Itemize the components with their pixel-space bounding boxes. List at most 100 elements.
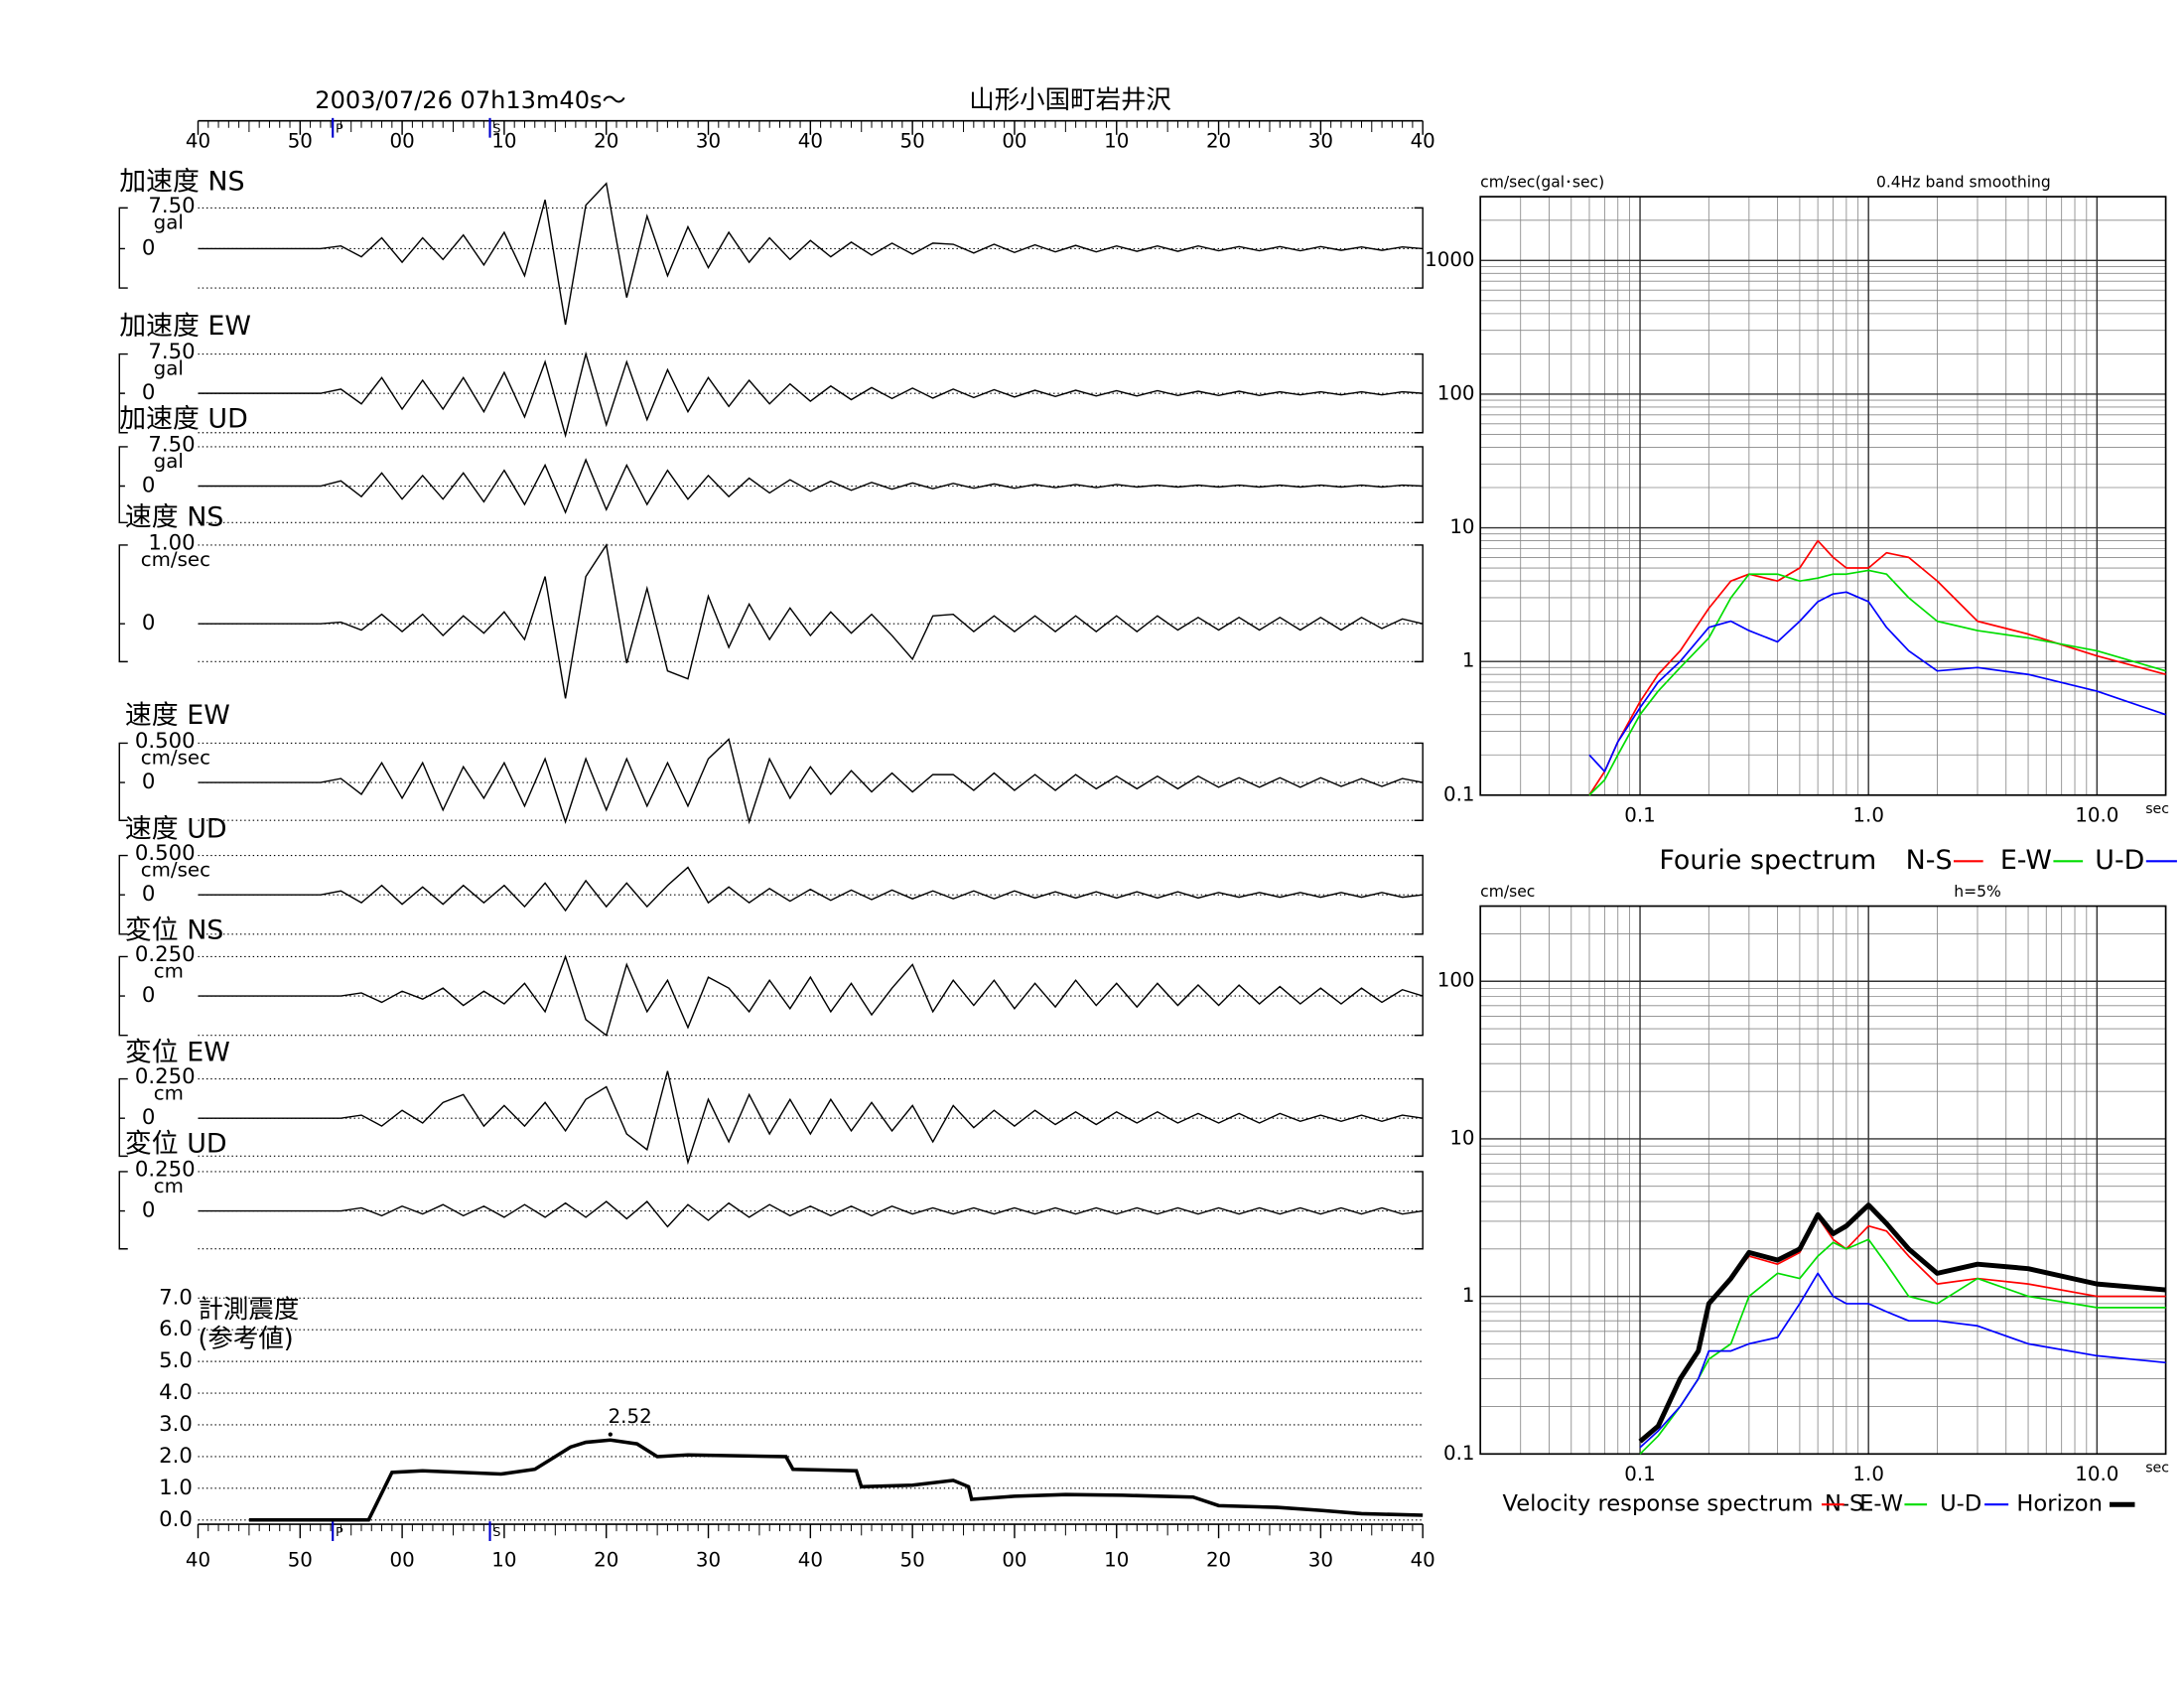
trace-label: 加速度 UD bbox=[119, 404, 248, 435]
y-tick-label: 1.0 bbox=[159, 1476, 193, 1500]
time-tick-label: 50 bbox=[288, 129, 313, 152]
trace-label: 加速度 EW bbox=[119, 311, 251, 342]
time-tick-label: 40 bbox=[798, 129, 823, 152]
spectrum-line bbox=[1588, 539, 2166, 796]
x-unit: sec bbox=[2145, 801, 2169, 817]
waveform bbox=[198, 738, 1424, 825]
y-tick-label: 0.250 bbox=[135, 1064, 196, 1089]
time-tick-label: 10 bbox=[491, 129, 516, 152]
y-tick-label: 0.500 bbox=[135, 729, 196, 754]
y-unit: cm/sec(gal･sec) bbox=[1480, 173, 1604, 191]
trace-label: 速度 UD bbox=[125, 814, 227, 845]
legend-label: E-W bbox=[1859, 1491, 1903, 1517]
unit-label: cm/sec bbox=[141, 548, 210, 571]
trace-label: 加速度 NS bbox=[119, 166, 244, 197]
time-tick-label: 00 bbox=[390, 129, 415, 152]
time-tick-label: 10 bbox=[491, 1548, 516, 1571]
waveform bbox=[198, 182, 1424, 326]
waveform bbox=[198, 458, 1424, 514]
time-tick-label: 00 bbox=[1002, 1548, 1026, 1571]
y-tick-label: 5.0 bbox=[159, 1348, 193, 1373]
unit-label: cm bbox=[154, 1082, 184, 1105]
spectrum-line bbox=[1588, 591, 2166, 773]
plot-frame bbox=[1479, 196, 2167, 796]
time-tick-label: 20 bbox=[594, 129, 618, 152]
y-tick-label: 0.250 bbox=[135, 1158, 196, 1183]
unit-label: gal bbox=[154, 450, 184, 473]
y-unit: cm/sec bbox=[1480, 883, 1535, 901]
time-tick-label: 40 bbox=[186, 129, 210, 152]
legend-title: Velocity response spectrum bbox=[1503, 1491, 1814, 1517]
legend-label: E-W bbox=[2000, 845, 2052, 876]
time-tick-label: 40 bbox=[186, 1548, 210, 1571]
x-tick-label: 1.0 bbox=[1852, 803, 1883, 826]
y-tick-label: 0 bbox=[142, 983, 156, 1008]
waveform bbox=[198, 1200, 1424, 1228]
y-tick-label: 0 bbox=[142, 235, 156, 260]
phase-label: S bbox=[492, 1525, 500, 1540]
y-tick-label: 7.50 bbox=[148, 340, 195, 364]
plot-frame bbox=[1479, 905, 2167, 1456]
x-tick-label: 0.1 bbox=[1624, 1463, 1655, 1485]
trace-frame bbox=[118, 1171, 1424, 1250]
time-tick-label: 50 bbox=[900, 129, 925, 152]
intensity-subtitle: (参考値) bbox=[198, 1325, 293, 1354]
spectrum-line bbox=[1639, 1272, 2166, 1449]
spectrum-line bbox=[1638, 1202, 2166, 1444]
unit-label: cm/sec bbox=[141, 746, 210, 769]
waveform bbox=[198, 1070, 1424, 1166]
station: 山形小国町岩井沢 bbox=[969, 85, 1171, 115]
y-tick-label: 7.50 bbox=[148, 432, 195, 457]
time-tick-label: 20 bbox=[1206, 1548, 1231, 1571]
waveform bbox=[198, 543, 1424, 699]
time-tick-label: 30 bbox=[696, 129, 721, 152]
trace-label: 変位 UD bbox=[125, 1129, 227, 1160]
legend-label: N-S bbox=[1906, 845, 1953, 876]
legend-title: Fourie spectrum bbox=[1659, 845, 1876, 876]
y-tick-label: 0.1 bbox=[1443, 1442, 1474, 1465]
unit-label: cm/sec bbox=[141, 859, 210, 882]
trace-frame bbox=[118, 544, 1424, 663]
y-tick-label: 3.0 bbox=[159, 1412, 193, 1437]
phase-label: P bbox=[336, 1525, 343, 1540]
y-tick-label: 1 bbox=[1462, 1284, 1475, 1307]
trace-label: 速度 NS bbox=[125, 502, 223, 533]
time-tick-label: 50 bbox=[288, 1548, 313, 1571]
y-tick-label: 100 bbox=[1437, 381, 1475, 404]
time-tick-label: 40 bbox=[798, 1548, 823, 1571]
y-tick-label: 0 bbox=[142, 882, 156, 907]
y-tick-label: 0.1 bbox=[1443, 782, 1474, 805]
time-tick-label: 50 bbox=[900, 1548, 925, 1571]
time-tick-label: 00 bbox=[1002, 129, 1026, 152]
trace-frame bbox=[118, 742, 1424, 821]
y-tick-label: 2.0 bbox=[159, 1444, 193, 1469]
time-tick-label: 20 bbox=[594, 1548, 618, 1571]
waveform bbox=[198, 954, 1424, 1037]
note: 0.4Hz band smoothing bbox=[1876, 173, 2051, 191]
intensity-line bbox=[248, 1438, 1424, 1522]
unit-label: gal bbox=[154, 357, 184, 380]
intensity-title: 計測震度 bbox=[198, 1295, 299, 1325]
y-tick-label: 10 bbox=[1449, 1126, 1474, 1149]
trace-frame bbox=[118, 446, 1424, 524]
y-tick-label: 0 bbox=[142, 1105, 156, 1130]
phase-label: P bbox=[336, 122, 343, 137]
y-tick-label: 0.500 bbox=[135, 841, 196, 866]
trace-label: 速度 EW bbox=[125, 700, 230, 731]
y-tick-label: 6.0 bbox=[159, 1317, 193, 1341]
unit-label: cm bbox=[154, 1175, 184, 1197]
y-tick-label: 1 bbox=[1462, 649, 1475, 672]
x-tick-label: 10.0 bbox=[2075, 803, 2118, 826]
y-tick-label: 0 bbox=[142, 380, 156, 405]
title: 2003/07/26 07h13m40s〜 bbox=[315, 86, 625, 114]
y-tick-label: 0 bbox=[142, 611, 156, 635]
legend-label: U-D bbox=[1940, 1491, 1981, 1517]
y-tick-label: 4.0 bbox=[159, 1380, 193, 1405]
y-tick-label: 7.0 bbox=[159, 1285, 193, 1310]
time-tick-label: 30 bbox=[696, 1548, 721, 1571]
spectrum-line bbox=[1588, 569, 2166, 796]
y-tick-label: 0 bbox=[142, 770, 156, 794]
unit-label: cm bbox=[154, 960, 184, 983]
